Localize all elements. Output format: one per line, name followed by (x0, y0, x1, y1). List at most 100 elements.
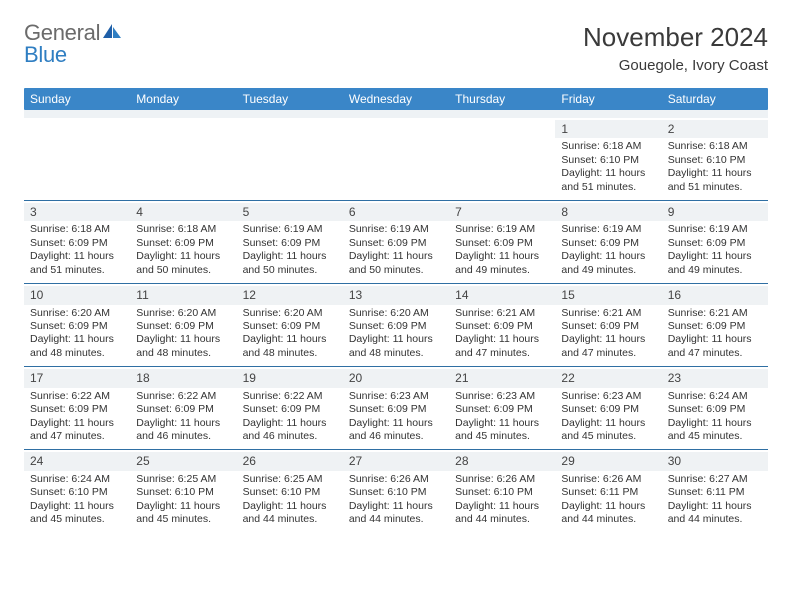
sunset-text: Sunset: 6:09 PM (136, 237, 230, 250)
sunrise-text: Sunrise: 6:20 AM (349, 307, 443, 320)
daylight-text: Daylight: 11 hours and 50 minutes. (243, 250, 337, 277)
location-text: Gouegole, Ivory Coast (583, 57, 768, 74)
sunrise-text: Sunrise: 6:20 AM (30, 307, 124, 320)
daylight-text: Daylight: 11 hours and 51 minutes. (30, 250, 124, 277)
day-number: 6 (343, 203, 449, 221)
daylight-text: Daylight: 11 hours and 48 minutes. (349, 333, 443, 360)
sunset-text: Sunset: 6:10 PM (561, 154, 655, 167)
day-number: 28 (449, 452, 555, 470)
day-cell: 4Sunrise: 6:18 AMSunset: 6:09 PMDaylight… (130, 201, 236, 283)
sunset-text: Sunset: 6:11 PM (668, 486, 762, 499)
day-number: 10 (24, 286, 130, 304)
daylight-text: Daylight: 11 hours and 47 minutes. (455, 333, 549, 360)
day-cell: 2Sunrise: 6:18 AMSunset: 6:10 PMDaylight… (662, 118, 768, 200)
sunset-text: Sunset: 6:09 PM (30, 320, 124, 333)
day-cell: 21Sunrise: 6:23 AMSunset: 6:09 PMDayligh… (449, 367, 555, 449)
sunrise-text: Sunrise: 6:22 AM (136, 390, 230, 403)
sunrise-text: Sunrise: 6:22 AM (243, 390, 337, 403)
day-number: 22 (555, 369, 661, 387)
day-number: 19 (237, 369, 343, 387)
sunrise-text: Sunrise: 6:20 AM (136, 307, 230, 320)
daylight-text: Daylight: 11 hours and 44 minutes. (243, 500, 337, 527)
day-number: 12 (237, 286, 343, 304)
daylight-text: Daylight: 11 hours and 45 minutes. (455, 417, 549, 444)
month-title: November 2024 (583, 22, 768, 53)
sunset-text: Sunset: 6:10 PM (136, 486, 230, 499)
calendar-body: 1Sunrise: 6:18 AMSunset: 6:10 PMDaylight… (24, 118, 768, 533)
sunrise-text: Sunrise: 6:20 AM (243, 307, 337, 320)
day-number: 8 (555, 203, 661, 221)
day-cell: 9Sunrise: 6:19 AMSunset: 6:09 PMDaylight… (662, 201, 768, 283)
empty-cell (449, 118, 555, 200)
sunset-text: Sunset: 6:09 PM (561, 237, 655, 250)
day-cell: 15Sunrise: 6:21 AMSunset: 6:09 PMDayligh… (555, 284, 661, 366)
weekday-header: Saturday (662, 88, 768, 110)
sunset-text: Sunset: 6:09 PM (243, 320, 337, 333)
sunset-text: Sunset: 6:09 PM (668, 237, 762, 250)
sunrise-text: Sunrise: 6:21 AM (561, 307, 655, 320)
sunrise-text: Sunrise: 6:21 AM (668, 307, 762, 320)
day-cell: 18Sunrise: 6:22 AMSunset: 6:09 PMDayligh… (130, 367, 236, 449)
sunrise-text: Sunrise: 6:23 AM (349, 390, 443, 403)
sunset-text: Sunset: 6:09 PM (561, 403, 655, 416)
daylight-text: Daylight: 11 hours and 45 minutes. (561, 417, 655, 444)
sail-icon (102, 22, 122, 44)
day-number: 3 (24, 203, 130, 221)
sunrise-text: Sunrise: 6:19 AM (455, 223, 549, 236)
week-row: 17Sunrise: 6:22 AMSunset: 6:09 PMDayligh… (24, 366, 768, 449)
day-number: 9 (662, 203, 768, 221)
sunrise-text: Sunrise: 6:22 AM (30, 390, 124, 403)
sunset-text: Sunset: 6:09 PM (455, 237, 549, 250)
daylight-text: Daylight: 11 hours and 46 minutes. (349, 417, 443, 444)
day-cell: 1Sunrise: 6:18 AMSunset: 6:10 PMDaylight… (555, 118, 661, 200)
sunrise-text: Sunrise: 6:23 AM (561, 390, 655, 403)
daylight-text: Daylight: 11 hours and 48 minutes. (136, 333, 230, 360)
sunset-text: Sunset: 6:09 PM (455, 320, 549, 333)
day-number: 13 (343, 286, 449, 304)
day-number: 1 (555, 120, 661, 138)
empty-cell (24, 118, 130, 200)
daylight-text: Daylight: 11 hours and 50 minutes. (349, 250, 443, 277)
sunrise-text: Sunrise: 6:26 AM (455, 473, 549, 486)
weekday-header: Wednesday (343, 88, 449, 110)
day-cell: 3Sunrise: 6:18 AMSunset: 6:09 PMDaylight… (24, 201, 130, 283)
sunrise-text: Sunrise: 6:19 AM (668, 223, 762, 236)
day-cell: 29Sunrise: 6:26 AMSunset: 6:11 PMDayligh… (555, 450, 661, 532)
sunrise-text: Sunrise: 6:18 AM (30, 223, 124, 236)
day-cell: 16Sunrise: 6:21 AMSunset: 6:09 PMDayligh… (662, 284, 768, 366)
day-number: 20 (343, 369, 449, 387)
weekday-header: Thursday (449, 88, 555, 110)
sunset-text: Sunset: 6:09 PM (136, 403, 230, 416)
sunset-text: Sunset: 6:10 PM (455, 486, 549, 499)
week-row: 1Sunrise: 6:18 AMSunset: 6:10 PMDaylight… (24, 118, 768, 200)
day-number: 21 (449, 369, 555, 387)
sunset-text: Sunset: 6:09 PM (136, 320, 230, 333)
day-number: 23 (662, 369, 768, 387)
sunrise-text: Sunrise: 6:21 AM (455, 307, 549, 320)
day-number: 29 (555, 452, 661, 470)
weekday-header-row: Sunday Monday Tuesday Wednesday Thursday… (24, 88, 768, 110)
day-cell: 7Sunrise: 6:19 AMSunset: 6:09 PMDaylight… (449, 201, 555, 283)
spacer-row (24, 110, 768, 118)
daylight-text: Daylight: 11 hours and 44 minutes. (349, 500, 443, 527)
sunrise-text: Sunrise: 6:24 AM (30, 473, 124, 486)
sunset-text: Sunset: 6:09 PM (243, 237, 337, 250)
sunrise-text: Sunrise: 6:18 AM (136, 223, 230, 236)
sunset-text: Sunset: 6:09 PM (30, 403, 124, 416)
daylight-text: Daylight: 11 hours and 45 minutes. (136, 500, 230, 527)
day-cell: 30Sunrise: 6:27 AMSunset: 6:11 PMDayligh… (662, 450, 768, 532)
sunrise-text: Sunrise: 6:19 AM (349, 223, 443, 236)
daylight-text: Daylight: 11 hours and 44 minutes. (455, 500, 549, 527)
day-number: 5 (237, 203, 343, 221)
daylight-text: Daylight: 11 hours and 44 minutes. (668, 500, 762, 527)
day-number: 7 (449, 203, 555, 221)
week-row: 10Sunrise: 6:20 AMSunset: 6:09 PMDayligh… (24, 283, 768, 366)
day-number: 30 (662, 452, 768, 470)
daylight-text: Daylight: 11 hours and 51 minutes. (668, 167, 762, 194)
sunset-text: Sunset: 6:09 PM (668, 403, 762, 416)
daylight-text: Daylight: 11 hours and 51 minutes. (561, 167, 655, 194)
day-number: 18 (130, 369, 236, 387)
weekday-header: Monday (130, 88, 236, 110)
sunrise-text: Sunrise: 6:26 AM (349, 473, 443, 486)
daylight-text: Daylight: 11 hours and 47 minutes. (668, 333, 762, 360)
